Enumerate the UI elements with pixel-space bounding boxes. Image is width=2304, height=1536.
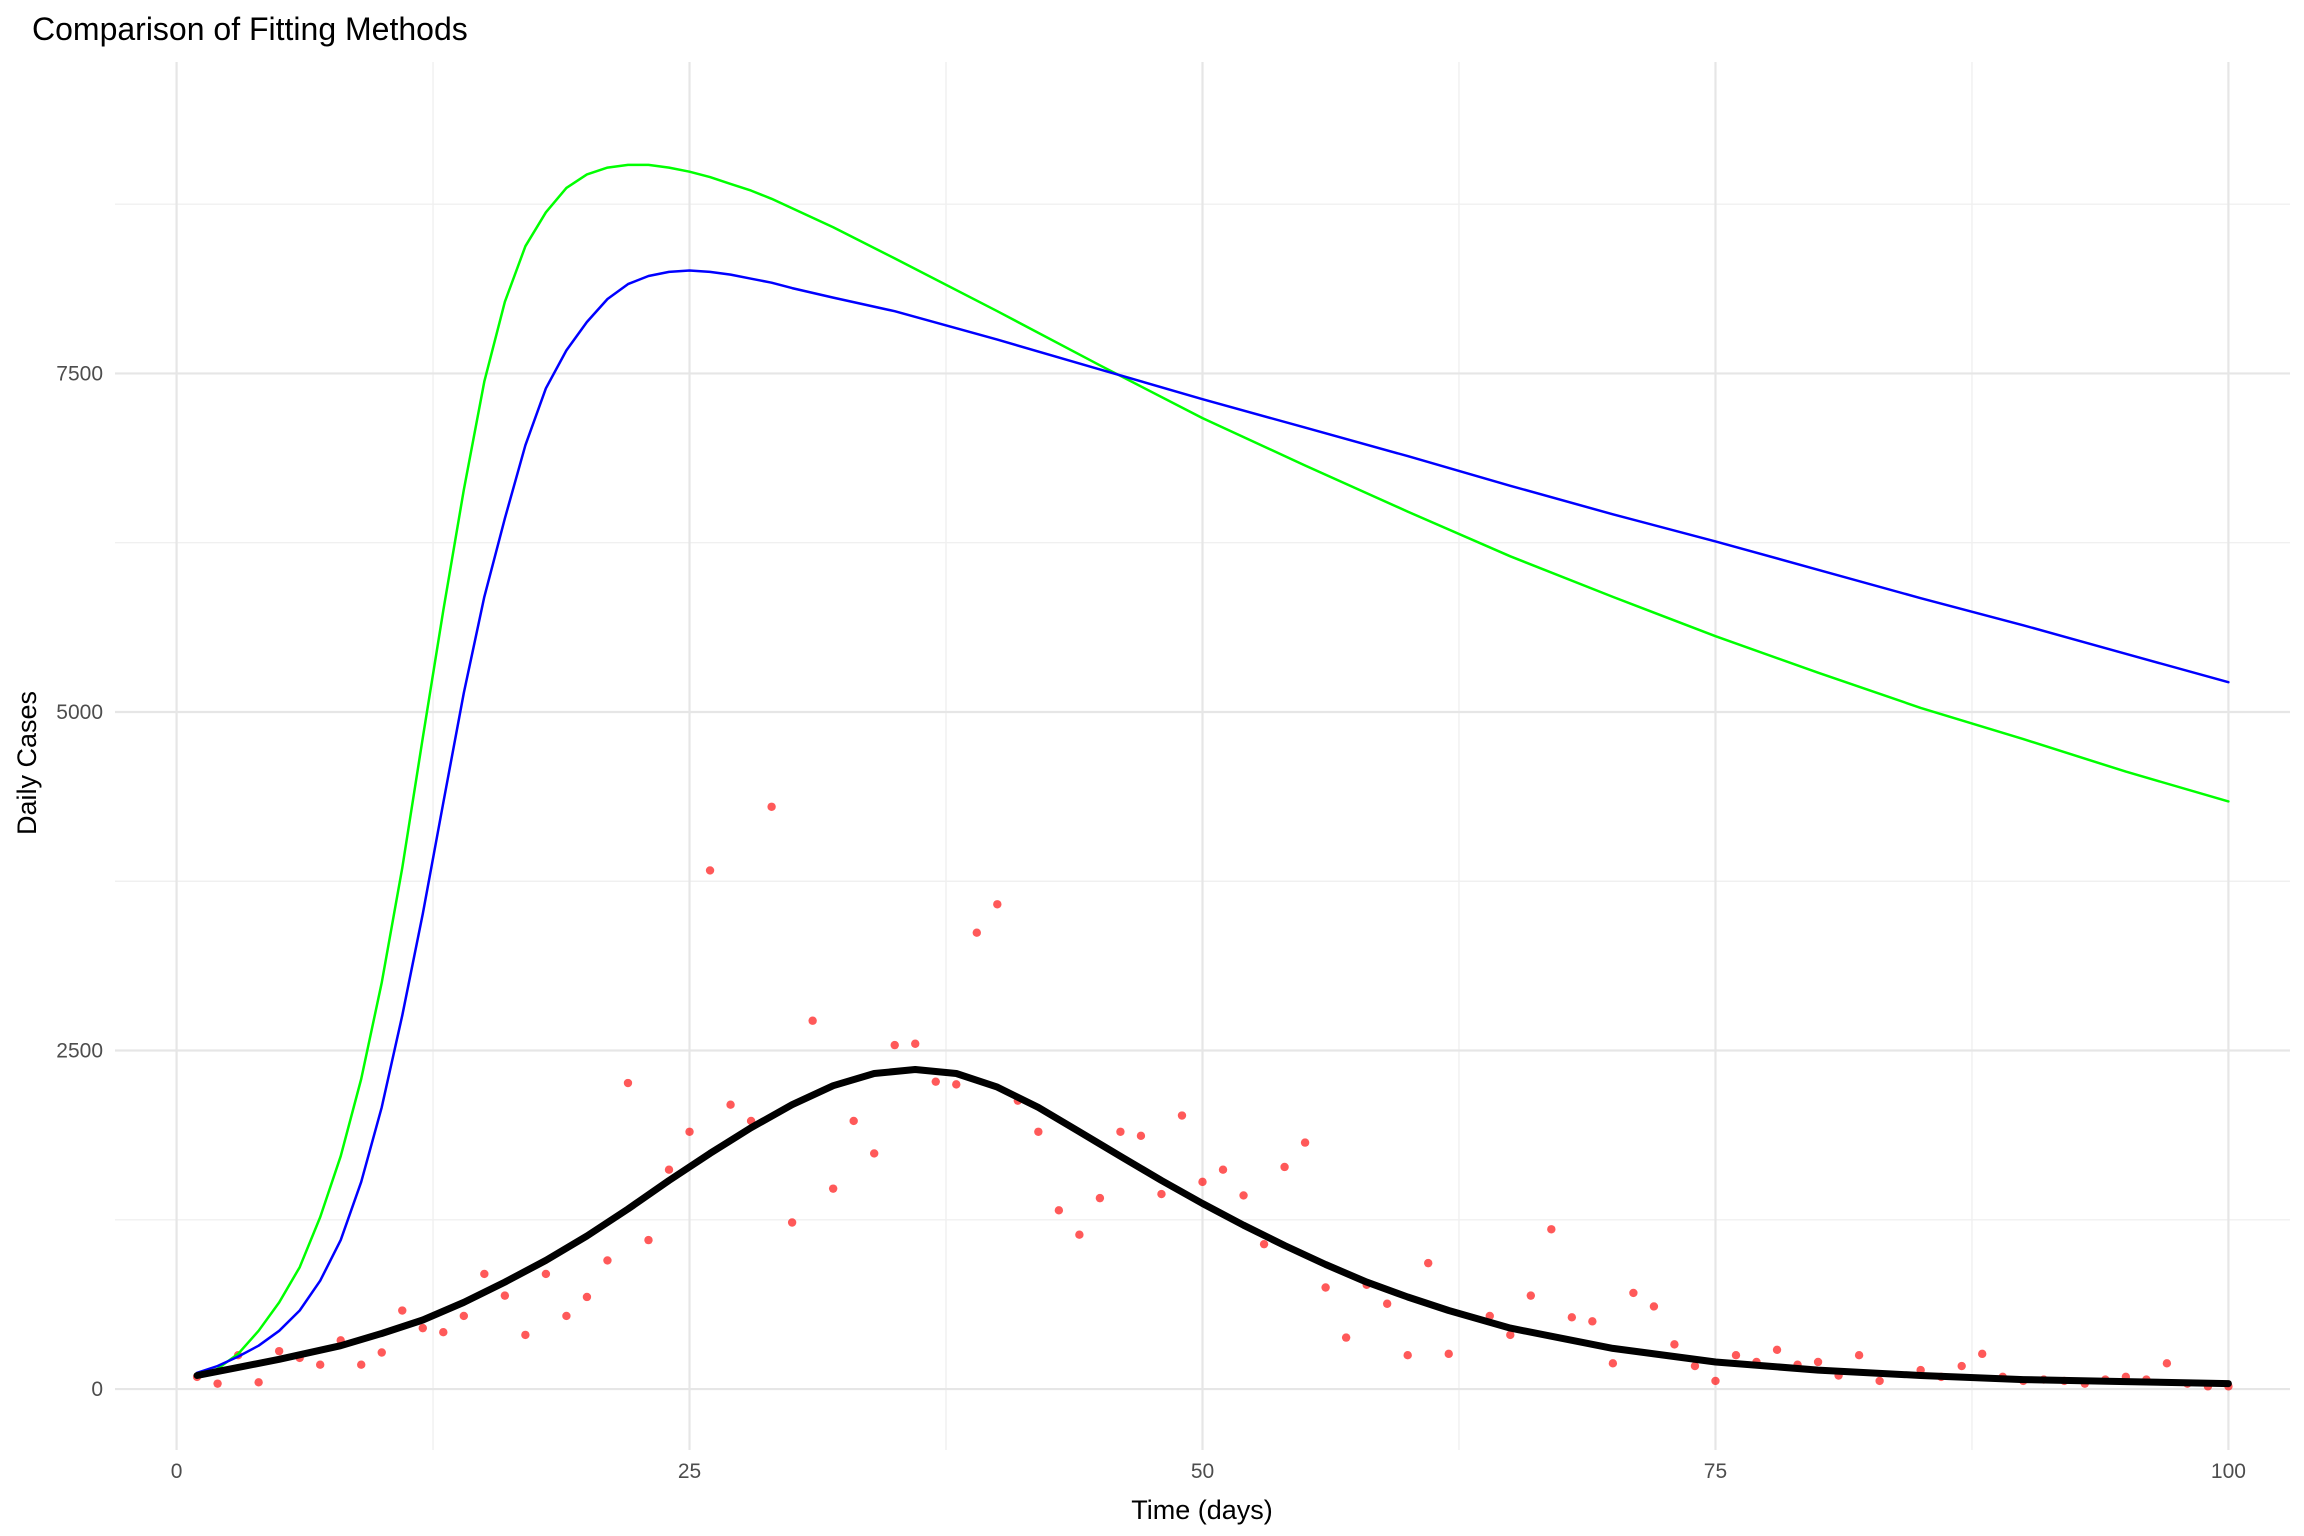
data-point: [1321, 1283, 1330, 1292]
fit-line-green: [195, 163, 2230, 1379]
data-point: [664, 1165, 674, 1174]
data-point: [1649, 1302, 1659, 1311]
data-point: [828, 1184, 838, 1193]
data-point: [1116, 1127, 1125, 1136]
data-point: [808, 1016, 817, 1025]
data-point: [541, 1269, 551, 1279]
data-point: [213, 1379, 222, 1388]
data-point: [1813, 1357, 1823, 1367]
data-point: [1711, 1376, 1720, 1386]
data-point: [398, 1306, 407, 1315]
data-point: [849, 1116, 858, 1126]
y-axis-title: Daily Cases: [12, 691, 42, 835]
data-point: [1854, 1351, 1864, 1360]
data-point: [603, 1256, 612, 1265]
data-point: [1095, 1193, 1105, 1203]
x-tick-label: 100: [2211, 1460, 2246, 1483]
data-point: [1731, 1351, 1741, 1360]
x-axis-title: Time (days): [1131, 1495, 1273, 1525]
data-point: [1382, 1299, 1392, 1308]
data-point: [1054, 1206, 1064, 1215]
data-point: [644, 1235, 653, 1245]
data-point: [787, 1218, 797, 1227]
data-point: [1424, 1258, 1433, 1268]
grid: [115, 62, 2290, 1450]
y-tick-label: 2500: [56, 1040, 103, 1063]
data-point: [1588, 1317, 1597, 1326]
data-point: [1670, 1340, 1679, 1349]
fit-line-blue: [195, 269, 2230, 1375]
data-point: [521, 1330, 530, 1340]
data-point: [1629, 1288, 1638, 1298]
data-point: [931, 1077, 940, 1086]
data-point: [1978, 1349, 1987, 1359]
data-point: [1957, 1361, 1966, 1371]
x-tick-label: 25: [678, 1460, 701, 1483]
data-point: [1259, 1239, 1269, 1249]
data-point: [357, 1360, 366, 1369]
data-point: [377, 1348, 386, 1357]
data-point: [582, 1292, 592, 1302]
data-point: [726, 1100, 735, 1109]
data-point: [993, 900, 1002, 909]
data-point: [1444, 1349, 1453, 1359]
x-tick-label: 50: [1191, 1460, 1214, 1483]
data-point: [1157, 1189, 1166, 1199]
y-tick-label: 0: [91, 1378, 103, 1401]
fit-line-black: [193, 1066, 2232, 1388]
data-point: [1300, 1138, 1310, 1147]
data-point: [1403, 1351, 1412, 1360]
data-point: [1526, 1291, 1536, 1300]
data-point: [1198, 1177, 1207, 1187]
data-point: [1506, 1330, 1515, 1340]
data-point: [1608, 1359, 1618, 1368]
data-point: [1239, 1191, 1248, 1200]
data-point: [1075, 1230, 1084, 1239]
data-point: [254, 1378, 263, 1387]
data-point: [1690, 1361, 1700, 1371]
data-point: [2162, 1359, 2172, 1368]
data-point: [1547, 1225, 1556, 1234]
data-point: [1567, 1313, 1577, 1322]
data-point: [1341, 1333, 1351, 1342]
y-tick-label: 7500: [56, 362, 103, 385]
data-point: [459, 1311, 469, 1321]
data-point: [869, 1149, 879, 1158]
data-point: [1136, 1131, 1146, 1141]
data-point: [685, 1127, 694, 1136]
data-point: [439, 1327, 448, 1337]
series-layer: [192, 163, 2233, 1391]
x-tick-label: 75: [1704, 1460, 1727, 1483]
chart-title: Comparison of Fitting Methods: [32, 11, 468, 47]
data-point: [952, 1080, 961, 1089]
axis-tick-labels: 0 25 50 75 100 0 2500 5000 7500: [56, 362, 2246, 1483]
data-point: [1218, 1165, 1228, 1174]
data-point: [418, 1323, 427, 1333]
data-point: [705, 866, 715, 875]
data-point: [1875, 1376, 1884, 1386]
y-tick-label: 5000: [56, 701, 103, 724]
data-point: [274, 1346, 284, 1356]
data-point: [1280, 1162, 1289, 1172]
data-point: [562, 1311, 571, 1321]
data-point: [480, 1269, 489, 1279]
data-point: [890, 1040, 899, 1050]
data-point: [500, 1291, 510, 1300]
data-point: [1772, 1345, 1782, 1354]
data-point: [1177, 1111, 1187, 1120]
data-point: [623, 1078, 633, 1088]
data-point: [1034, 1127, 1043, 1136]
data-point: [972, 928, 981, 937]
data-point: [911, 1039, 920, 1048]
x-tick-label: 0: [171, 1460, 183, 1483]
data-point: [315, 1360, 325, 1369]
data-point: [767, 802, 776, 811]
